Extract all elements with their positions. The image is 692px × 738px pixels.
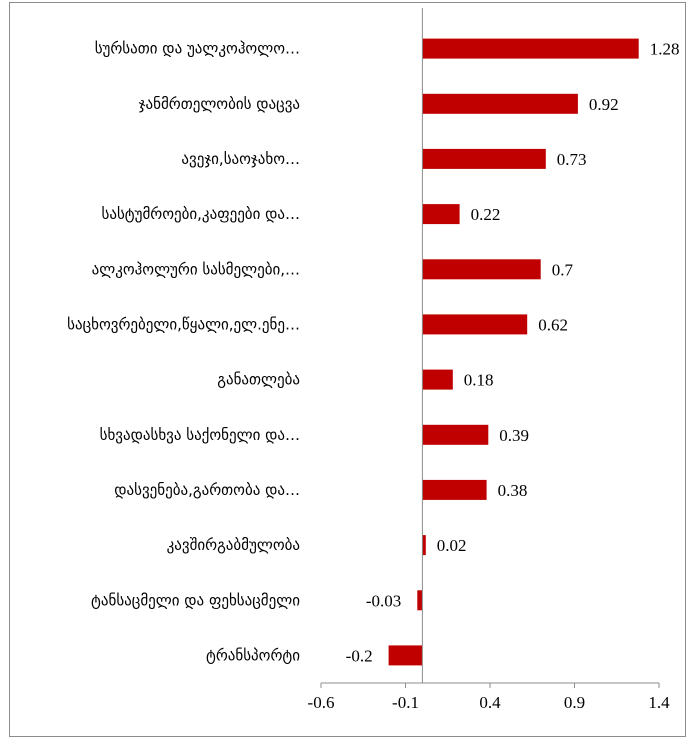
category-label: სურსათი და უალკოჰოლო… — [95, 40, 300, 58]
data-label: 0.22 — [471, 205, 501, 224]
bar — [422, 38, 639, 59]
bar — [422, 93, 578, 114]
data-label: -0.03 — [366, 591, 401, 610]
data-label: 0.02 — [437, 536, 467, 555]
data-label: -0.2 — [346, 646, 373, 665]
x-tick-label: 1.4 — [648, 693, 670, 712]
bar — [417, 590, 423, 611]
data-label: 0.38 — [498, 481, 528, 500]
bar — [388, 645, 423, 666]
bar — [422, 314, 528, 335]
x-tick-label: 0.4 — [479, 693, 501, 712]
category-label: სხვადასხვა საქონელი და… — [100, 426, 300, 444]
category-label: დასვენება,გართობა და… — [114, 481, 300, 499]
category-label: ალკოჰოლური სასმელები,… — [92, 260, 300, 278]
bar — [422, 259, 541, 280]
category-label: განათლება — [217, 371, 300, 389]
x-axis: -0.6 -0.1 0.4 0.9 1.4 — [308, 8, 670, 712]
category-label: სასტუმროები,კაფეები და… — [102, 205, 301, 223]
data-label: 0.62 — [538, 315, 568, 334]
category-label: ჯანმრთელობის დაცვა — [139, 95, 300, 113]
bar — [422, 479, 487, 500]
x-tick-label: -0.1 — [392, 693, 419, 712]
bars-layer — [388, 38, 639, 666]
data-label: 0.73 — [557, 150, 587, 169]
category-label: ტანსაცმელი და ფეხსაცმელი — [91, 591, 300, 609]
data-label: 0.7 — [552, 260, 574, 279]
category-label: კავშირგაბმულობა — [167, 536, 300, 554]
bar — [422, 148, 546, 169]
bar — [422, 204, 460, 225]
data-label: 0.39 — [499, 426, 529, 445]
bar — [422, 369, 453, 390]
value-labels-layer: 1.28 0.92 0.73 0.22 0.7 0.62 0.18 0.39 0.38 0.02 -… — [346, 40, 680, 666]
chart-frame — [9, 2, 686, 737]
x-tick-label: -0.6 — [308, 693, 335, 712]
category-labels-layer: სურსათი და უალკოჰოლო… ჯანმრთელობის დაცვა ა… — [67, 40, 300, 665]
bar — [422, 535, 426, 556]
category-label: საცხოვრებელი,წყალი,ელ.ენე… — [67, 315, 300, 333]
data-label: 0.92 — [589, 95, 619, 114]
category-label: ტრანსპორტი — [206, 646, 300, 664]
data-label: 0.18 — [464, 371, 494, 390]
data-label: 1.28 — [650, 40, 680, 59]
category-label: ავეჯი,საოჯახო… — [181, 150, 300, 168]
bar — [422, 424, 489, 445]
x-tick-label: 0.9 — [564, 693, 585, 712]
